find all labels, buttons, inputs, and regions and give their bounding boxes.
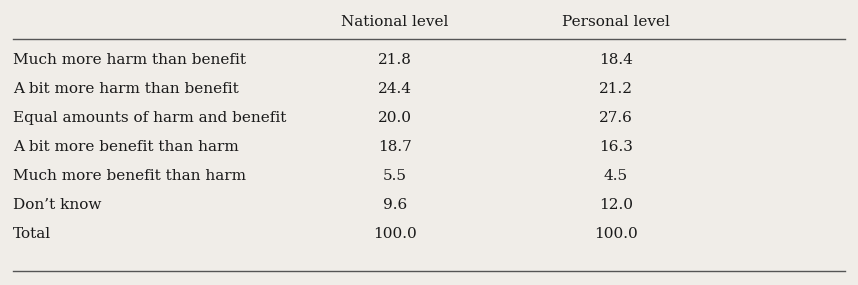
Text: 100.0: 100.0 [373, 227, 417, 241]
Text: 9.6: 9.6 [383, 198, 408, 212]
Text: 100.0: 100.0 [594, 227, 637, 241]
Text: 21.8: 21.8 [378, 52, 412, 66]
Text: Much more benefit than harm: Much more benefit than harm [13, 169, 245, 183]
Text: Much more harm than benefit: Much more harm than benefit [13, 52, 245, 66]
Text: 21.2: 21.2 [599, 82, 633, 95]
Text: Personal level: Personal level [562, 15, 670, 29]
Text: 27.6: 27.6 [599, 111, 633, 125]
Text: 16.3: 16.3 [599, 140, 633, 154]
Text: 5.5: 5.5 [383, 169, 407, 183]
Text: 24.4: 24.4 [378, 82, 412, 95]
Text: Don’t know: Don’t know [13, 198, 101, 212]
Text: 4.5: 4.5 [604, 169, 628, 183]
Text: 18.4: 18.4 [599, 52, 633, 66]
Text: Equal amounts of harm and benefit: Equal amounts of harm and benefit [13, 111, 286, 125]
Text: National level: National level [341, 15, 449, 29]
Text: A bit more benefit than harm: A bit more benefit than harm [13, 140, 239, 154]
Text: 18.7: 18.7 [378, 140, 412, 154]
Text: A bit more harm than benefit: A bit more harm than benefit [13, 82, 239, 95]
Text: Total: Total [13, 227, 51, 241]
Text: 12.0: 12.0 [599, 198, 633, 212]
Text: 20.0: 20.0 [378, 111, 412, 125]
